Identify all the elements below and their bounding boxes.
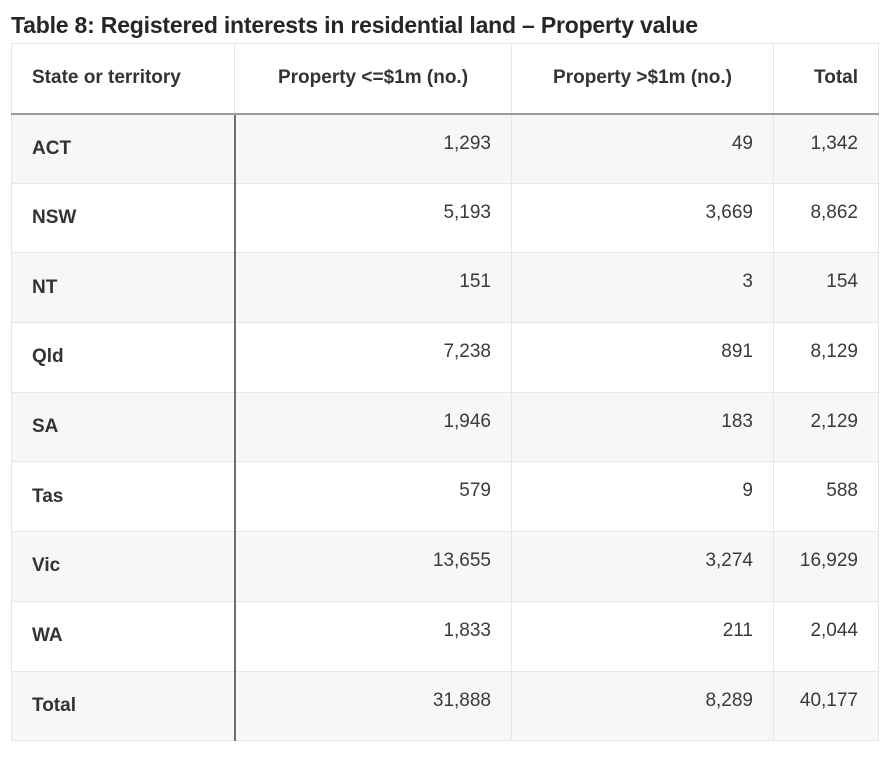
table-row: Qld 7,238 891 8,129 bbox=[11, 322, 879, 393]
row-state: Tas bbox=[11, 461, 236, 533]
row-total: 40,177 bbox=[773, 670, 879, 742]
header-total: Total bbox=[773, 43, 879, 115]
row-property-gt-1m: 8,289 bbox=[511, 670, 774, 742]
table-row: WA 1,833 211 2,044 bbox=[11, 600, 879, 672]
row-state: WA bbox=[11, 600, 236, 672]
header-property-le-1m: Property <=$1m (no.) bbox=[234, 43, 512, 115]
row-property-gt-1m: 183 bbox=[511, 391, 774, 463]
table-total-row: Total 31,888 8,289 40,177 bbox=[11, 670, 879, 742]
table-row: NT 151 3 154 bbox=[11, 252, 879, 324]
row-property-le-1m: 7,238 bbox=[234, 322, 512, 393]
row-property-le-1m: 151 bbox=[234, 252, 512, 324]
row-total: 588 bbox=[773, 461, 879, 533]
row-property-le-1m: 5,193 bbox=[234, 182, 512, 254]
row-property-gt-1m: 211 bbox=[511, 600, 774, 672]
row-property-le-1m: 1,833 bbox=[234, 600, 512, 672]
row-property-le-1m: 31,888 bbox=[234, 670, 512, 742]
row-property-gt-1m: 891 bbox=[511, 322, 774, 393]
row-total: 8,129 bbox=[773, 322, 879, 393]
table-row: ACT 1,293 49 1,342 bbox=[11, 113, 879, 184]
row-property-le-1m: 579 bbox=[234, 461, 512, 533]
table-row: Tas 579 9 588 bbox=[11, 461, 879, 533]
row-property-le-1m: 13,655 bbox=[234, 531, 512, 602]
row-state: Qld bbox=[11, 322, 236, 393]
row-total: 16,929 bbox=[773, 531, 879, 602]
row-property-gt-1m: 9 bbox=[511, 461, 774, 533]
row-property-gt-1m: 49 bbox=[511, 113, 774, 184]
header-property-gt-1m: Property >$1m (no.) bbox=[511, 43, 774, 115]
row-state: SA bbox=[11, 391, 236, 463]
row-state: NSW bbox=[11, 182, 236, 254]
row-state: NT bbox=[11, 252, 236, 324]
header-state-or-territory: State or territory bbox=[11, 43, 235, 115]
row-state: Total bbox=[11, 670, 236, 742]
row-total: 1,342 bbox=[773, 113, 879, 184]
row-property-le-1m: 1,293 bbox=[234, 113, 512, 184]
row-total: 154 bbox=[773, 252, 879, 324]
property-value-table: State or territory Property <=$1m (no.) … bbox=[11, 43, 879, 742]
table-header-row: State or territory Property <=$1m (no.) … bbox=[11, 43, 879, 115]
table-row: NSW 5,193 3,669 8,862 bbox=[11, 182, 879, 254]
row-total: 2,129 bbox=[773, 391, 879, 463]
row-property-gt-1m: 3,274 bbox=[511, 531, 774, 602]
row-state: Vic bbox=[11, 531, 236, 602]
table-title: Table 8: Registered interests in residen… bbox=[11, 12, 698, 38]
table-row: SA 1,946 183 2,129 bbox=[11, 391, 879, 463]
table-row: Vic 13,655 3,274 16,929 bbox=[11, 531, 879, 602]
row-property-gt-1m: 3,669 bbox=[511, 182, 774, 254]
row-total: 8,862 bbox=[773, 182, 879, 254]
row-property-le-1m: 1,946 bbox=[234, 391, 512, 463]
row-property-gt-1m: 3 bbox=[511, 252, 774, 324]
row-state: ACT bbox=[11, 113, 236, 184]
row-total: 2,044 bbox=[773, 600, 879, 672]
